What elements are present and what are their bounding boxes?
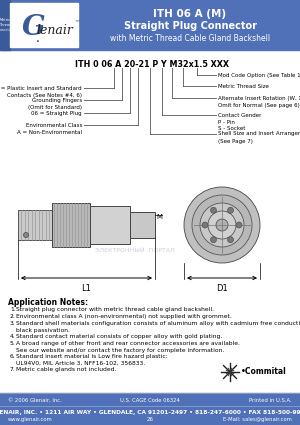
Text: G: G	[22, 14, 46, 40]
Circle shape	[211, 237, 217, 243]
Bar	[52, 203, 90, 247]
Circle shape	[202, 222, 208, 228]
Circle shape	[227, 237, 233, 243]
Circle shape	[211, 207, 217, 213]
Bar	[130, 212, 155, 238]
Text: Mod Code Option (See Table 1): Mod Code Option (See Table 1)	[218, 73, 300, 77]
Bar	[0, 0, 10, 50]
Circle shape	[227, 207, 233, 213]
Text: Standard shell materials configuration consists of aluminum alloy with cadmium f: Standard shell materials configuration c…	[16, 321, 300, 326]
Bar	[0, 393, 300, 425]
Circle shape	[200, 203, 244, 247]
Text: © 2006 Glenair, Inc.: © 2006 Glenair, Inc.	[8, 398, 62, 403]
Text: 6.: 6.	[10, 354, 16, 359]
Text: Shell Size and Insert Arrangement: Shell Size and Insert Arrangement	[218, 131, 300, 136]
Circle shape	[208, 211, 236, 239]
Text: Alternate Insert Rotation (W, X, Y, Z): Alternate Insert Rotation (W, X, Y, Z)	[218, 96, 300, 100]
Text: Metric
Thread
Connectors: Metric Thread Connectors	[0, 18, 15, 31]
Text: Omit for Normal (See page 6): Omit for Normal (See page 6)	[218, 102, 300, 108]
Bar	[10, 3, 78, 47]
Text: Printed in U.S.A.: Printed in U.S.A.	[249, 398, 292, 403]
Text: A broad range of other front and rear connector accessories are available.: A broad range of other front and rear co…	[16, 341, 240, 346]
Text: www.glenair.com: www.glenair.com	[8, 417, 53, 422]
Circle shape	[192, 195, 252, 255]
Text: A = Non-Environmental: A = Non-Environmental	[17, 130, 82, 134]
Text: ЭЛЕКТРОННЫЙ  ПОРТАЛ: ЭЛЕКТРОННЫЙ ПОРТАЛ	[95, 247, 175, 252]
Text: Grounding Fingers: Grounding Fingers	[32, 97, 82, 102]
Text: See our website and/or contact the factory for complete information.: See our website and/or contact the facto…	[16, 348, 224, 353]
Circle shape	[216, 219, 228, 231]
Text: Environmental Class: Environmental Class	[26, 122, 82, 128]
Text: E-Mail: sales@glenair.com: E-Mail: sales@glenair.com	[223, 417, 292, 422]
Text: U.S. CAGE Code 06324: U.S. CAGE Code 06324	[120, 398, 180, 403]
Text: with Metric Thread Cable Gland Backshell: with Metric Thread Cable Gland Backshell	[110, 34, 270, 43]
Text: (See Page 7): (See Page 7)	[218, 139, 253, 144]
Bar	[18, 210, 52, 240]
Text: Metric Thread Size: Metric Thread Size	[218, 83, 269, 88]
Text: lenair: lenair	[36, 23, 73, 37]
Text: Application Notes:: Application Notes:	[8, 298, 88, 307]
Text: UL94V0, MIL Article 3, NFF16-102, 356833.: UL94V0, MIL Article 3, NFF16-102, 356833…	[16, 361, 145, 366]
Text: 1.: 1.	[10, 307, 16, 312]
Text: Contact Gender: Contact Gender	[218, 113, 261, 117]
Text: 3.: 3.	[10, 321, 16, 326]
Circle shape	[184, 187, 260, 263]
Circle shape	[23, 232, 28, 238]
Text: Straight Plug Connector: Straight Plug Connector	[124, 21, 256, 31]
Text: (Omit for Standard): (Omit for Standard)	[28, 105, 82, 110]
Text: •Commital: •Commital	[241, 368, 287, 377]
Text: Standard insert material is Low fire hazard plastic:: Standard insert material is Low fire haz…	[16, 354, 168, 359]
Text: Environmental class A (non-environmental) not supplied with grommet.: Environmental class A (non-environmental…	[16, 314, 232, 319]
Text: S - Socket: S - Socket	[218, 127, 245, 131]
Text: Standard contact material consists of copper alloy with gold plating.: Standard contact material consists of co…	[16, 334, 222, 339]
Text: ITH = Plastic Insert and Standard: ITH = Plastic Insert and Standard	[0, 85, 82, 91]
Text: 4.: 4.	[10, 334, 16, 339]
Text: black passivation.: black passivation.	[16, 328, 70, 333]
Text: ™: ™	[74, 20, 80, 26]
Text: P - Pin: P - Pin	[218, 119, 235, 125]
Bar	[0, 0, 300, 50]
Text: .: .	[36, 31, 40, 45]
Bar	[90, 206, 130, 244]
Text: M: M	[156, 214, 162, 220]
Text: ITH 0 06 A 20-21 P Y M32x1.5 XXX: ITH 0 06 A 20-21 P Y M32x1.5 XXX	[75, 60, 229, 68]
Text: GLENAIR, INC. • 1211 AIR WAY • GLENDALE, CA 91201-2497 • 818-247-6000 • FAX 818-: GLENAIR, INC. • 1211 AIR WAY • GLENDALE,…	[0, 410, 300, 415]
Text: ITH 06 A (M): ITH 06 A (M)	[153, 9, 226, 19]
Text: 7.: 7.	[10, 367, 16, 372]
Text: L1: L1	[82, 284, 92, 293]
Text: 26: 26	[146, 417, 154, 422]
Text: 2.: 2.	[10, 314, 16, 319]
Text: 5.: 5.	[10, 341, 16, 346]
Text: Contacts (See Notes #4, 6): Contacts (See Notes #4, 6)	[7, 93, 82, 97]
Text: 06 = Straight Plug: 06 = Straight Plug	[32, 110, 82, 116]
Text: Metric cable glands not included.: Metric cable glands not included.	[16, 367, 116, 372]
Text: D1: D1	[216, 284, 228, 293]
Circle shape	[236, 222, 242, 228]
Text: Straight plug connector with metric thread cable gland backshell.: Straight plug connector with metric thre…	[16, 307, 214, 312]
